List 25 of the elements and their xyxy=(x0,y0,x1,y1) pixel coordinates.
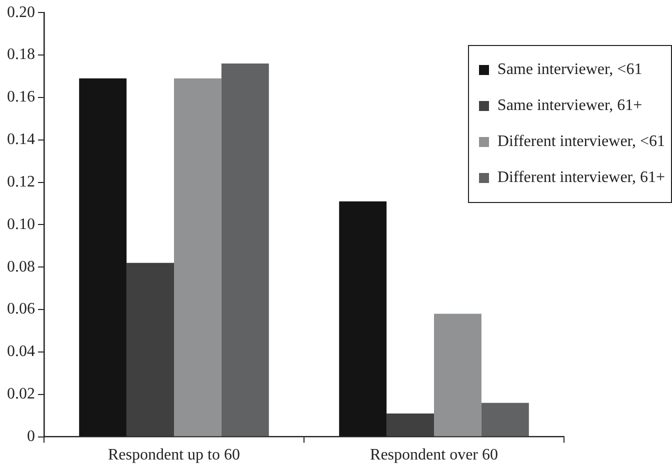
y-tick-label: 0.04 xyxy=(7,343,35,360)
text: 0 xyxy=(27,428,35,446)
y-tick-label: 0.18 xyxy=(7,46,35,64)
y-tick-label: 0.08 xyxy=(7,258,35,276)
x-tick-label: Respondent up to 60 xyxy=(108,446,240,464)
legend-label: Same interviewer, <61 xyxy=(497,61,642,79)
bar xyxy=(221,64,269,436)
y-tick-label: 0.16 xyxy=(7,88,35,106)
bar xyxy=(126,262,174,436)
text: 0.10 xyxy=(7,216,35,233)
legend-label: Different interviewer, <61 xyxy=(497,133,665,151)
bar xyxy=(79,78,127,436)
bar xyxy=(434,314,482,436)
legend-label: Different interviewer, 61+ xyxy=(497,169,665,187)
bar xyxy=(386,413,434,436)
y-tick-label: 0.12 xyxy=(7,173,35,190)
y-tick-label: 0.06 xyxy=(7,300,35,318)
bar xyxy=(339,201,387,436)
text: 0.20 xyxy=(7,4,35,21)
bar xyxy=(174,78,222,436)
y-tick-label: 0.02 xyxy=(7,386,35,403)
bar xyxy=(481,402,529,436)
x-tick-label: Respondent over 60 xyxy=(370,446,498,464)
y-tick-label: 0.14 xyxy=(7,131,35,148)
legend-label: Same interviewer, 61+ xyxy=(497,97,642,115)
